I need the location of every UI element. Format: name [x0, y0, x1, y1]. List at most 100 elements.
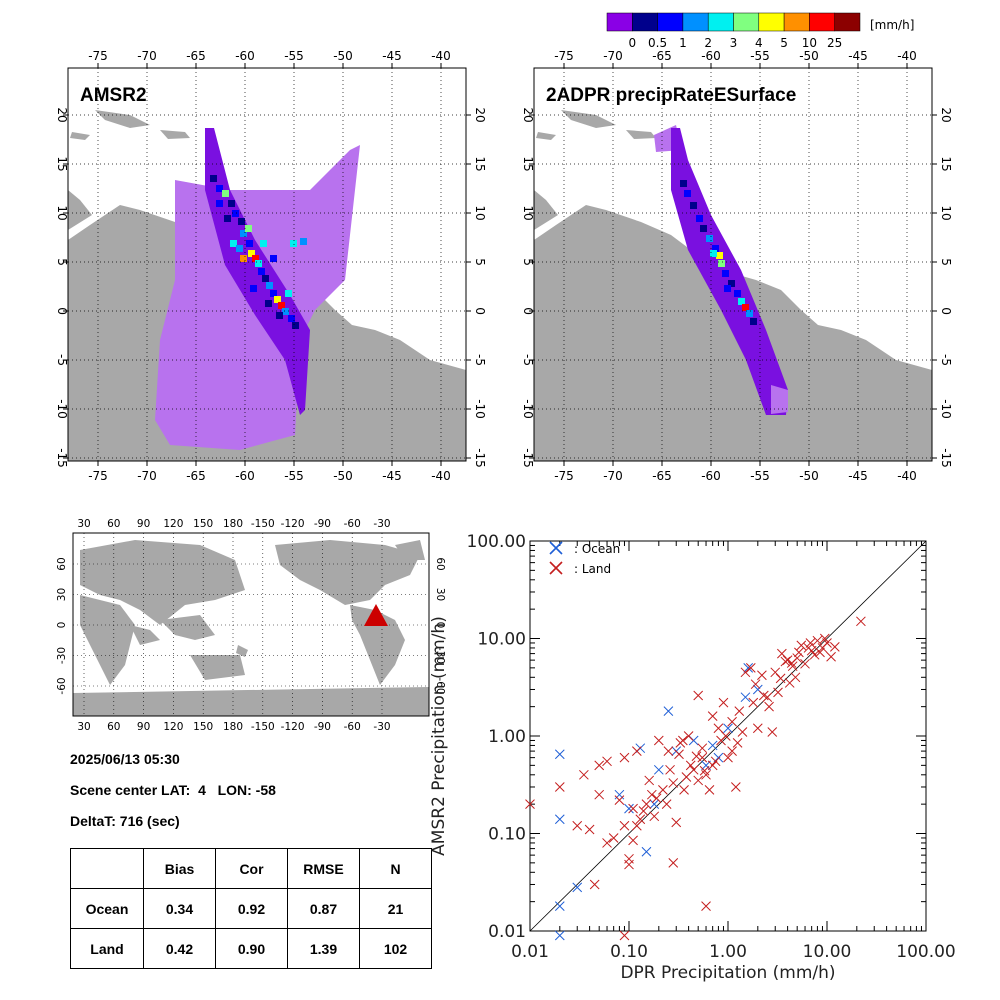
caribbean-island [626, 130, 656, 139]
caribbean-island [536, 132, 556, 140]
rain-cell [250, 285, 257, 292]
rain-cell [724, 285, 731, 292]
globe-lon-label-bottom: -30 [373, 721, 390, 733]
scatter-point [594, 760, 605, 771]
lon-tick-label-bottom: -60 [235, 469, 255, 480]
rain-cell [706, 235, 713, 242]
scatter-point [740, 667, 751, 678]
stats-header-n: N [359, 848, 432, 889]
lon-tick-label-top: -55 [750, 49, 770, 63]
scatter-point [780, 656, 791, 667]
scatter-point [631, 820, 642, 831]
scatter-point [829, 642, 840, 652]
globe-lat-label-left: -30 [56, 647, 68, 664]
scatter-point [699, 765, 710, 776]
lat-tick-label-right: 5 [473, 258, 487, 266]
rain-cell [285, 290, 292, 297]
lat-tick-label-right: -15 [939, 448, 953, 468]
lat-tick-label-right: 0 [939, 307, 953, 315]
globe-lon-label-top: -90 [314, 518, 331, 530]
rain-cell [224, 215, 231, 222]
colorbar-swatches [606, 12, 861, 32]
rain-cell [240, 255, 247, 262]
lon-tick-label-top: -60 [701, 49, 721, 63]
scene-datetime: 2025/06/13 05:30 [70, 751, 180, 767]
lon-tick-label-bottom: -70 [137, 469, 157, 480]
lon-tick-label-bottom: -55 [284, 469, 304, 480]
rain-cell [734, 290, 741, 297]
lon-tick-label-bottom: -65 [652, 469, 672, 480]
colorbar-swatch [707, 12, 734, 32]
lon-tick-label-top: -55 [284, 49, 304, 63]
scene-info: 2025/06/13 05:30 Scene center LAT: 4 LON… [70, 748, 450, 841]
scatter-point [649, 811, 660, 822]
scatter-point [764, 701, 774, 712]
rain-cell [718, 260, 725, 267]
stats-row-ocean: Ocean 0.34 0.92 0.87 21 [70, 888, 432, 929]
lat-tick-label-right: 5 [939, 258, 953, 266]
scatter-point [800, 658, 810, 669]
colorbar-label: 2 [704, 36, 712, 50]
globe-lon-label-top: 150 [193, 518, 213, 530]
caribbean-island [95, 110, 150, 128]
scatter-point [758, 690, 769, 701]
x-tick-label: 0.01 [511, 942, 549, 962]
scatter-point [589, 879, 600, 890]
scatter-point [727, 746, 737, 756]
colorbar-label: 25 [827, 36, 842, 50]
rain-cell [240, 230, 247, 237]
scatter-point [716, 735, 726, 746]
dpr-swath-tail [771, 385, 788, 414]
colorbar-label: 1 [679, 36, 687, 50]
rain-cell [266, 282, 273, 289]
x-tick-label: 1.00 [709, 942, 747, 962]
scatter-point [727, 716, 737, 727]
stats-header-corner [70, 848, 144, 889]
scatter-point [614, 795, 625, 805]
scatter-point [713, 723, 724, 734]
scatter-point [685, 760, 696, 771]
y-tick-label: 0.10 [488, 825, 526, 845]
colorbar-swatch [657, 12, 684, 32]
colorbar-label: 3 [730, 36, 738, 50]
scatter-point [663, 706, 674, 716]
lon-tick-label-top: -70 [137, 49, 157, 63]
globe-lon-label-bottom: -120 [281, 721, 305, 733]
map-grid [534, 68, 932, 461]
scatter-point [767, 727, 778, 737]
world-land [73, 540, 429, 716]
scatter-points [525, 616, 866, 941]
lat-tick-label-left: 10 [55, 205, 69, 220]
legend-marker [549, 561, 563, 575]
lat-tick-label-left: 15 [55, 156, 69, 171]
lon-tick-label-bottom: -40 [431, 469, 451, 480]
rain-cell [716, 252, 723, 259]
globe-lon-label-bottom: 120 [163, 721, 183, 733]
globe-lon-label-top: 180 [223, 518, 243, 530]
stats-table: Bias Cor RMSE N Ocean 0.34 0.92 0.87 21 … [70, 848, 432, 969]
stats-cell-rmse: 1.39 [287, 928, 360, 969]
scatter-point [683, 731, 694, 741]
rain-cell [712, 245, 719, 252]
globe-lat-label-left: 0 [56, 622, 68, 629]
globe-lat-label-left: 60 [56, 557, 68, 570]
legend-marker [549, 541, 563, 555]
rain-cell [255, 260, 262, 267]
rain-cell [750, 318, 757, 325]
lon-tick-label-bottom: -45 [848, 469, 868, 480]
scatter-point [653, 764, 664, 775]
globe-lat-label-right: 30 [434, 588, 446, 601]
scatter-point [624, 859, 634, 870]
lon-tick-label-bottom: -40 [897, 469, 917, 480]
stats-header-row: Bias Cor RMSE N [70, 848, 432, 889]
scatter-point [619, 930, 630, 941]
lon-tick-label-bottom: -50 [333, 469, 353, 480]
scatter-point [674, 749, 684, 760]
scatter-point [572, 820, 583, 831]
scatter-point [554, 901, 565, 911]
lon-tick-label-top: -45 [382, 49, 402, 63]
rain-cell [228, 200, 235, 207]
scatter-point [796, 640, 807, 651]
lon-tick-label-top: -45 [848, 49, 868, 63]
lat-tick-label-left: -5 [521, 354, 535, 366]
